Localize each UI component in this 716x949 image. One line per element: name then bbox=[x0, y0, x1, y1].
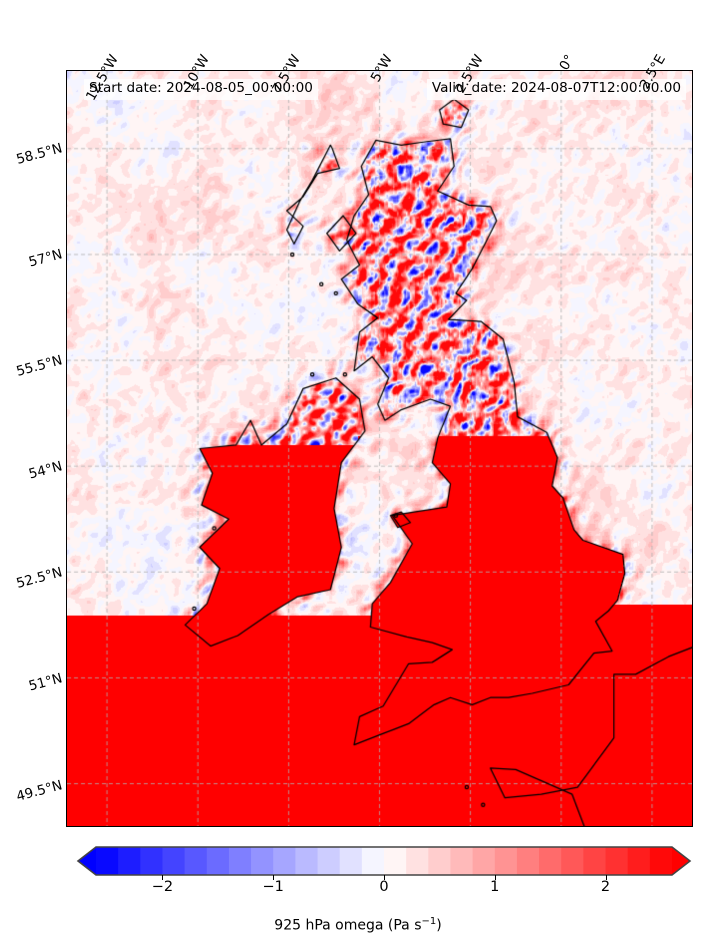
start-date-annotation: Start date: 2024-08-05_00:00:00 bbox=[84, 79, 318, 100]
map-axes[interactable]: Start date: 2024-08-05_00:00:00 Valid_da… bbox=[66, 70, 693, 827]
omega-field-heatmap bbox=[67, 71, 692, 826]
colorbar-tick-mark-3 bbox=[494, 875, 496, 880]
colorbar-tick-mark-1 bbox=[273, 875, 275, 880]
colorbar-tick-label-0: −2 bbox=[151, 879, 174, 895]
colorbar-label-tail: ) bbox=[436, 917, 442, 934]
colorbar-label-exponent: −1 bbox=[421, 916, 437, 927]
lat-tick-label-5: 51°N bbox=[27, 670, 65, 695]
valid-date-annotation: Valid_date: 2024-08-07T12:00:00.00 bbox=[426, 79, 686, 100]
lat-tick-label-4: 52.5°N bbox=[14, 564, 65, 593]
colorbar-tick-label-4: 2 bbox=[600, 879, 611, 895]
colorbar-tick-mark-0 bbox=[162, 875, 164, 880]
colorbar-axis-label: 925 hPa omega (Pa s−1) bbox=[0, 916, 716, 934]
colorbar-tick-mark-4 bbox=[605, 875, 607, 880]
colorbar-label-base: 925 hPa omega (Pa s bbox=[274, 917, 422, 934]
lat-tick-label-1: 57°N bbox=[27, 246, 65, 271]
colorbar-tick-label-3: 1 bbox=[490, 879, 500, 895]
lat-tick-label-3: 54°N bbox=[27, 458, 65, 483]
colorbar-tick-label-2: 0 bbox=[379, 879, 389, 895]
colorbar-tick-mark-2 bbox=[384, 875, 385, 880]
lat-tick-label-0: 58.5°N bbox=[14, 140, 65, 168]
lat-tick-label-6: 49.5°N bbox=[14, 776, 65, 805]
colorbar[interactable] bbox=[76, 846, 692, 876]
colorbar-tick-label-1: −1 bbox=[262, 879, 284, 895]
colorbar-gradient bbox=[76, 846, 692, 876]
colorbar-tick-labels: −2 −1 0 1 2 bbox=[0, 879, 716, 901]
lat-tick-label-2: 55.5°N bbox=[14, 352, 65, 380]
